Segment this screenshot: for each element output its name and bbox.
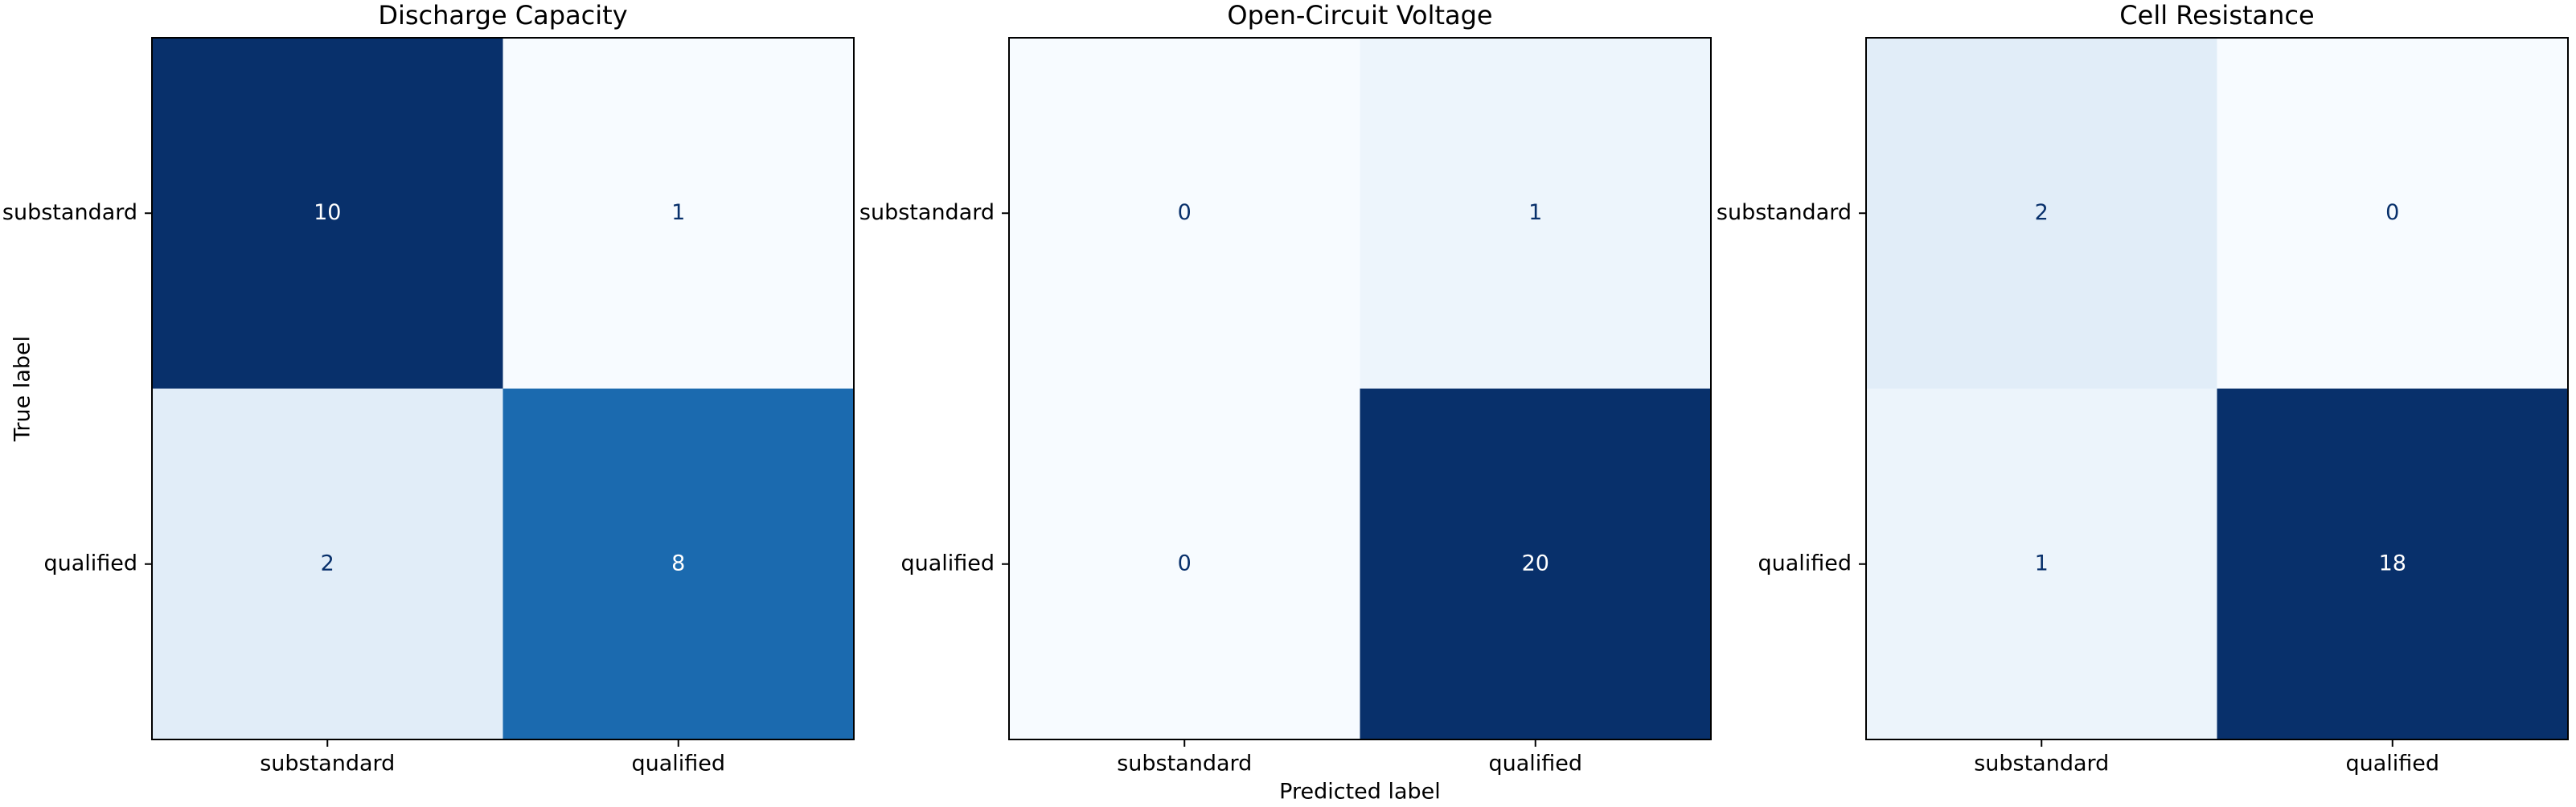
plot-frame [151,37,855,740]
y-tick-label: qualified [900,551,995,576]
cell [152,388,503,739]
y-tick-label: substandard [859,200,995,225]
cell [502,38,854,389]
chart-title: Discharge Capacity [378,0,627,31]
cell-label: 20 [1522,551,1549,576]
x-tick-label: qualified [2345,752,2439,776]
y-tick-label: substandard [1717,200,1852,225]
cell [1866,388,2217,739]
cell [2217,38,2568,389]
cell [1009,388,1360,739]
cell-label: 2 [2035,200,2049,225]
cell-label: 2 [321,551,334,576]
cell-label: 1 [1528,200,1542,225]
y-tick-label: substandard [2,200,137,225]
x-tick-label: substandard [260,752,395,776]
cell-label: 10 [314,200,341,225]
cell [152,38,503,389]
y-tick-label: qualified [1758,551,1852,576]
cell [2217,388,2568,739]
x-tick-label: substandard [1974,752,2109,776]
cell [1009,38,1360,389]
cell [1360,38,1711,389]
x-tick-label: qualified [1488,752,1582,776]
y-axis-label: True label [10,336,35,442]
cell-label: 18 [2379,551,2406,576]
cell-label: 0 [1178,200,1192,225]
chart-title: Open-Circuit Voltage [1227,0,1492,31]
plot-frame [1865,37,2569,740]
cell-label: 0 [2385,200,2399,225]
cell [1360,388,1711,739]
cell-label: 0 [1178,551,1192,576]
cell-label: 8 [671,551,685,576]
cell [1866,38,2217,389]
y-tick-label: qualified [43,551,137,576]
chart-title: Cell Resistance [2119,0,2314,31]
cell [502,388,854,739]
plot-frame [1008,37,1712,740]
x-tick-label: substandard [1117,752,1252,776]
x-axis-label: Predicted label [1279,780,1441,805]
cell-label: 1 [671,200,685,225]
x-tick-label: qualified [631,752,725,776]
cell-label: 1 [2035,551,2049,576]
